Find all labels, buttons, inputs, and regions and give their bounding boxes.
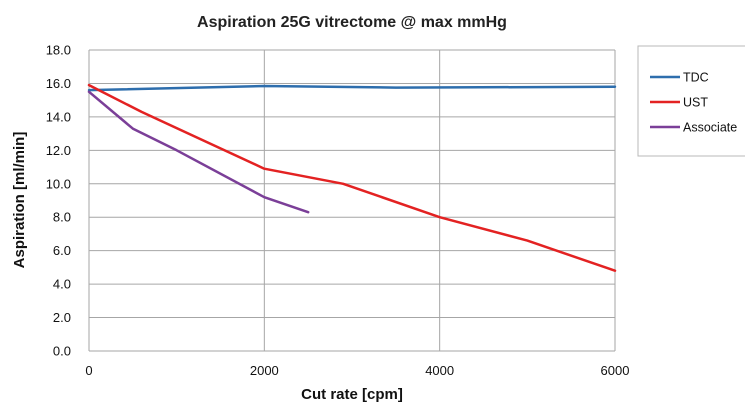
y-tick-label: 4.0 bbox=[53, 277, 71, 292]
y-axis-label: Aspiration [ml/min] bbox=[11, 132, 28, 269]
y-tick-label: 10.0 bbox=[46, 176, 71, 191]
y-tick-label: 16.0 bbox=[46, 76, 71, 91]
series-line-tdc bbox=[87, 84, 617, 92]
series-lines bbox=[87, 83, 617, 272]
x-tick-label: 2000 bbox=[250, 363, 279, 378]
y-tick-label: 18.0 bbox=[46, 43, 71, 58]
y-tick-label: 12.0 bbox=[46, 143, 71, 158]
y-tick-label: 6.0 bbox=[53, 243, 71, 258]
y-tick-labels: 0.0 2.0 4.0 6.0 8.0 10.0 12.0 14.0 16.0 18.0 bbox=[46, 43, 71, 359]
legend-label-ust: UST bbox=[683, 96, 708, 110]
legend-label-tdc: TDC bbox=[683, 71, 709, 85]
y-tick-label: 8.0 bbox=[53, 210, 71, 225]
legend-label-associate: Associate bbox=[683, 121, 737, 135]
x-tick-label: 6000 bbox=[601, 363, 630, 378]
x-tick-label: 0 bbox=[85, 363, 92, 378]
x-tick-label: 4000 bbox=[425, 363, 454, 378]
series-line-ust bbox=[87, 83, 617, 272]
x-tick-labels: 0 2000 4000 6000 bbox=[85, 363, 629, 378]
grid bbox=[88, 49, 616, 352]
legend: TDC UST Associate bbox=[637, 45, 745, 157]
series-line-associate bbox=[87, 90, 310, 214]
x-axis-label: Cut rate [cpm] bbox=[301, 386, 403, 403]
chart-title: Aspiration 25G vitrectome @ max mmHg bbox=[197, 14, 507, 31]
y-tick-label: 0.0 bbox=[53, 344, 71, 359]
y-tick-label: 2.0 bbox=[53, 310, 71, 325]
y-tick-label: 14.0 bbox=[46, 109, 71, 124]
